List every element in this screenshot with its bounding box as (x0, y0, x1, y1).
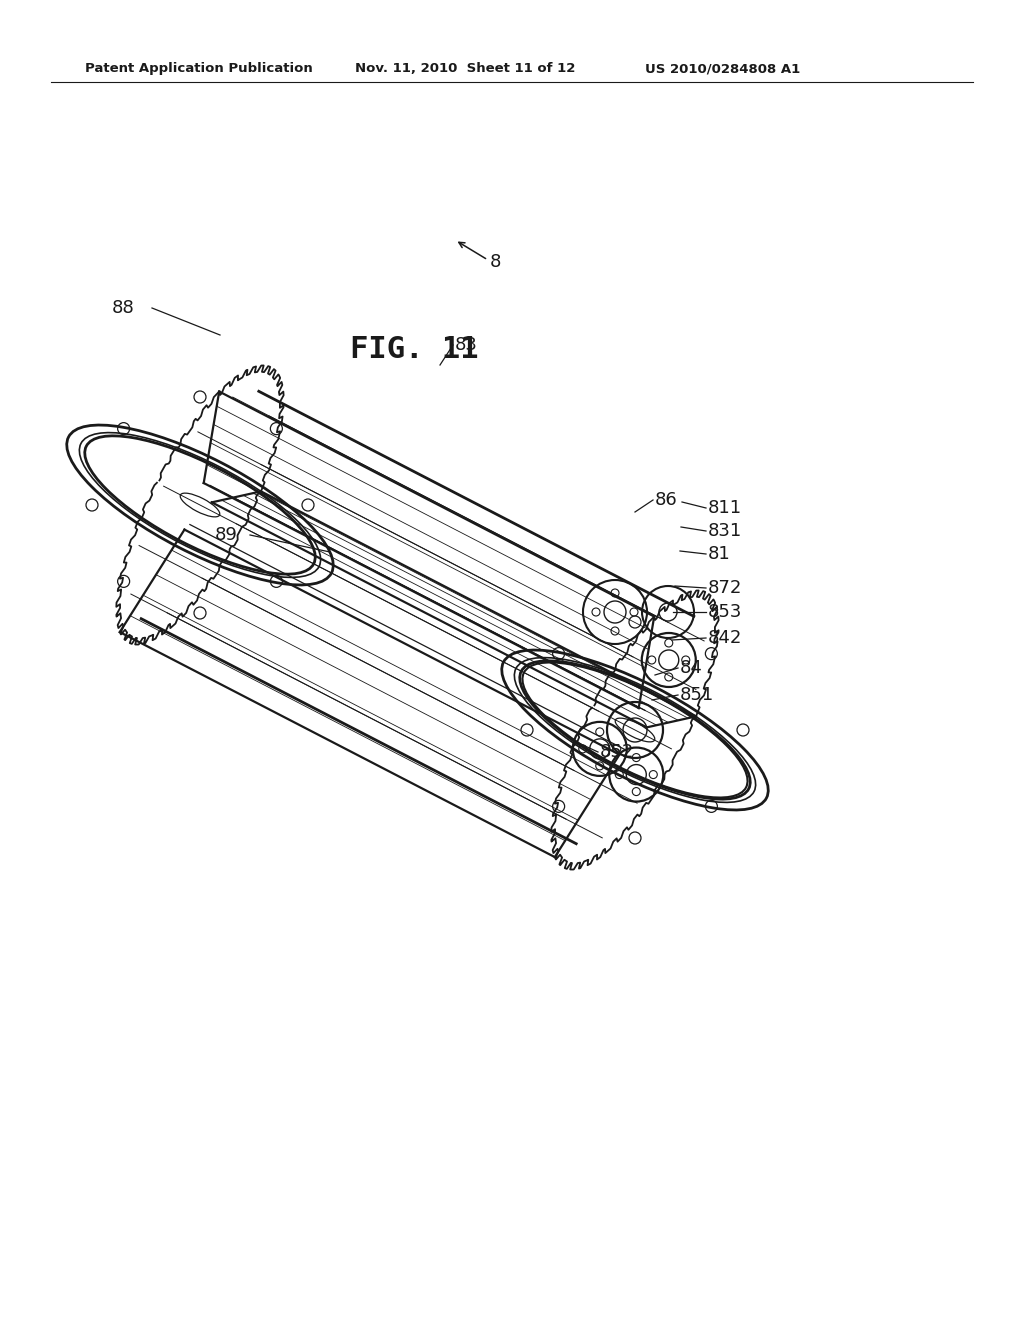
Text: 872: 872 (708, 579, 742, 597)
Text: 831: 831 (708, 521, 742, 540)
Text: 842: 842 (708, 630, 742, 647)
Text: 84: 84 (680, 659, 702, 677)
Text: US 2010/0284808 A1: US 2010/0284808 A1 (645, 62, 800, 75)
Text: 83: 83 (455, 337, 478, 354)
Text: 86: 86 (655, 491, 678, 510)
Text: FIG. 11: FIG. 11 (350, 335, 478, 364)
Text: 851: 851 (680, 686, 715, 704)
Text: 8: 8 (490, 253, 502, 271)
Text: Patent Application Publication: Patent Application Publication (85, 62, 312, 75)
Text: 88: 88 (112, 300, 135, 317)
Text: 853: 853 (708, 603, 742, 620)
Text: 81: 81 (708, 545, 731, 564)
Text: 89: 89 (215, 525, 238, 544)
Text: 811: 811 (708, 499, 742, 517)
Text: Nov. 11, 2010  Sheet 11 of 12: Nov. 11, 2010 Sheet 11 of 12 (355, 62, 575, 75)
Text: 852: 852 (600, 743, 635, 762)
